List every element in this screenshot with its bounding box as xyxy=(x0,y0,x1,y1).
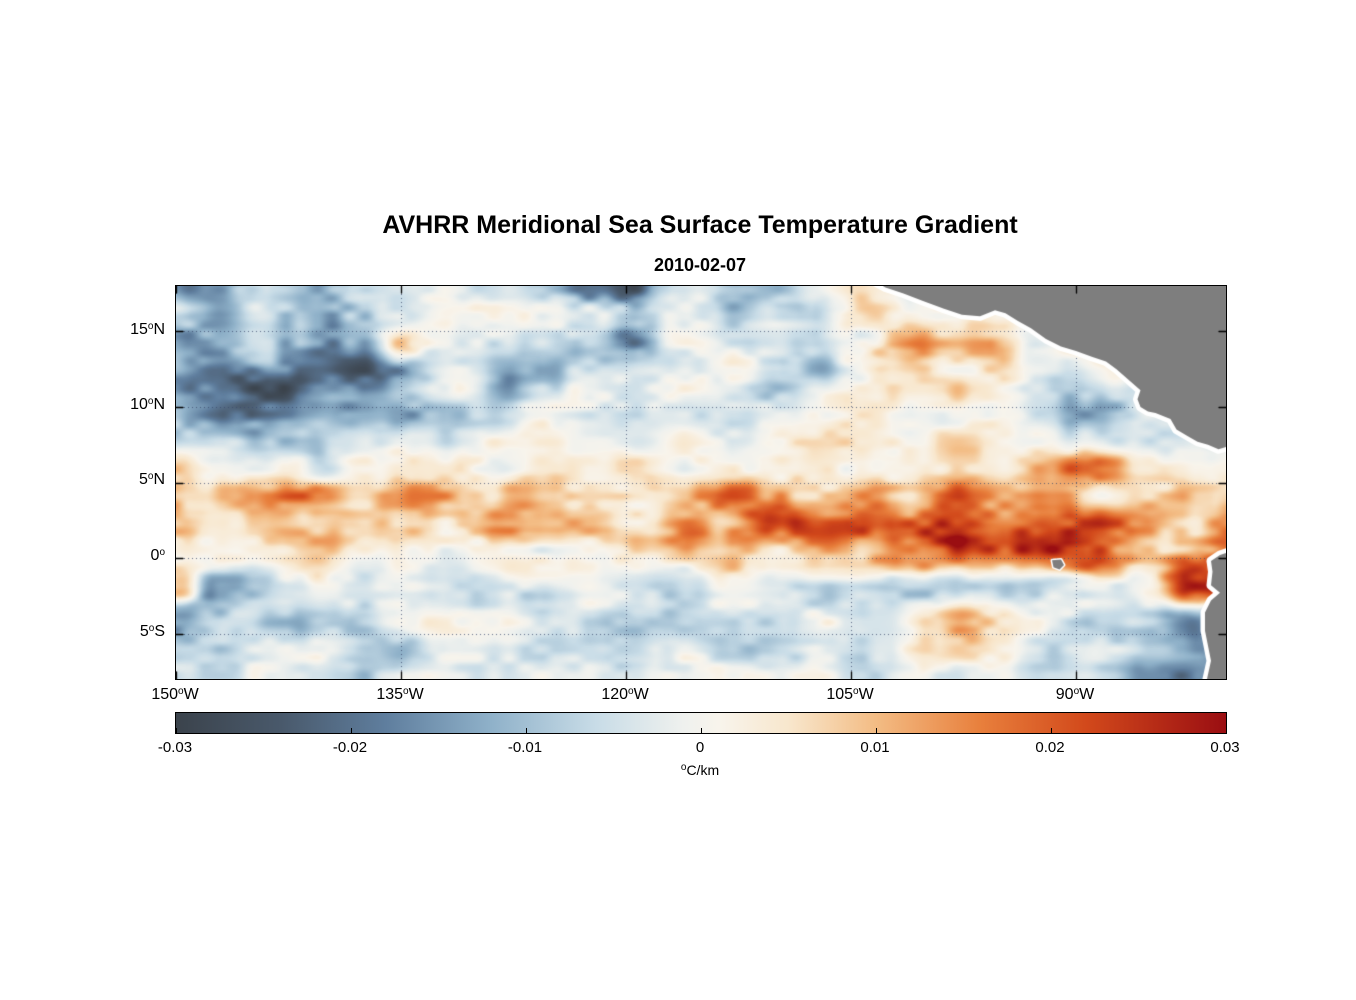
colorbar-tickmark xyxy=(876,728,877,733)
degree-symbol: o xyxy=(853,686,859,697)
sst-gradient-heatmap-canvas xyxy=(176,286,1226,679)
tick-value: 105 xyxy=(826,686,854,703)
x-axis-tick-label-135w: 135oW xyxy=(355,686,445,704)
colorbar-tickmark xyxy=(1226,728,1227,733)
colorbar-tick-label: 0 xyxy=(695,739,705,756)
x-axis-tick-label-105w: 105oW xyxy=(805,686,895,704)
colorbar-tick-label: -0.01 xyxy=(507,739,543,756)
colorbar-tickmark xyxy=(701,728,702,733)
degree-symbol: o xyxy=(148,623,155,634)
y-axis-tick-label-5n: 5oN xyxy=(95,471,165,489)
degree-symbol: o xyxy=(147,321,154,332)
degree-symbol: o xyxy=(680,762,687,773)
colorbar xyxy=(175,712,1227,734)
colorbar-tick-label: -0.03 xyxy=(157,739,193,756)
hemisphere-letter: W xyxy=(408,686,424,703)
hemisphere-letter: W xyxy=(633,686,649,703)
tick-value: 10 xyxy=(130,396,148,413)
degree-symbol: o xyxy=(1073,686,1080,697)
degree-symbol: o xyxy=(178,686,184,697)
map-plot-axes xyxy=(175,285,1227,680)
colorbar-tickmark xyxy=(351,728,352,733)
tick-value: 5 xyxy=(139,623,149,640)
degree-symbol: o xyxy=(159,547,165,558)
colorbar-tick-label: 0.03 xyxy=(1210,739,1240,756)
x-axis-tick-label-120w: 120oW xyxy=(580,686,670,704)
tick-value: 15 xyxy=(130,321,148,338)
colorbar-tick-label: -0.02 xyxy=(332,739,368,756)
x-axis-tick-label-150w: 150oW xyxy=(130,686,220,704)
y-axis-tick-label-10n: 10oN xyxy=(95,396,165,414)
figure-title: AVHRR Meridional Sea Surface Temperature… xyxy=(382,211,1018,239)
y-axis-tick-label-5s: 5oS xyxy=(95,623,165,641)
figure-date-subtitle: 2010-02-07 xyxy=(653,255,747,275)
colorbar-tick-label: 0.02 xyxy=(1035,739,1065,756)
colorbar-tickmark xyxy=(526,728,527,733)
tick-value: 0 xyxy=(150,547,160,564)
degree-symbol: o xyxy=(403,686,409,697)
colorbar-tickmark xyxy=(176,728,177,733)
colorbar-gradient xyxy=(176,713,1226,733)
colorbar-units-label: oC/km xyxy=(175,762,1225,778)
degree-symbol: o xyxy=(147,471,154,482)
hemisphere-letter: N xyxy=(153,321,165,338)
y-axis-tick-label-15n: 15oN xyxy=(95,321,165,339)
hemisphere-letter: W xyxy=(183,686,199,703)
tick-value: 120 xyxy=(601,686,629,703)
colorbar-tickmark xyxy=(1051,728,1052,733)
tick-value: 150 xyxy=(151,686,179,703)
tick-value: 5 xyxy=(138,471,148,488)
tick-value: 135 xyxy=(376,686,404,703)
y-axis-tick-label-0: 0o xyxy=(95,547,165,565)
units-text: C/km xyxy=(686,762,720,778)
degree-symbol: o xyxy=(628,686,634,697)
hemisphere-letter: N xyxy=(153,396,165,413)
x-axis-tick-label-90w: 90oW xyxy=(1030,686,1120,704)
colorbar-tick-label: 0.01 xyxy=(860,739,890,756)
tick-value: 90 xyxy=(1055,686,1074,703)
hemisphere-letter: W xyxy=(858,686,874,703)
degree-symbol: o xyxy=(147,396,154,407)
hemisphere-letter: S xyxy=(154,623,165,640)
hemisphere-letter: N xyxy=(153,471,165,488)
hemisphere-letter: W xyxy=(1079,686,1095,703)
